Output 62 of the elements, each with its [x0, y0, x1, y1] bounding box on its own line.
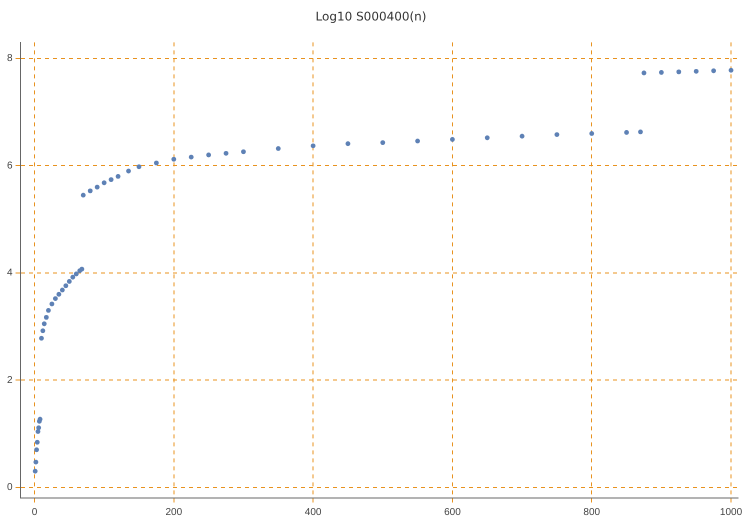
- point: [52, 296, 58, 302]
- point: [711, 68, 716, 74]
- point: [638, 130, 643, 134]
- point: [46, 308, 51, 313]
- point: [34, 440, 40, 445]
- point: [74, 272, 79, 276]
- point: [224, 150, 228, 156]
- point: [658, 70, 664, 75]
- x-tick-label: 1000: [720, 506, 743, 518]
- y-tick-label: 0: [7, 482, 13, 494]
- y-tick-label: 2: [7, 374, 13, 386]
- point: [39, 336, 44, 341]
- point: [34, 447, 39, 452]
- point: [188, 154, 194, 160]
- point: [116, 174, 120, 179]
- y-tick-label: 8: [7, 53, 13, 64]
- point: [36, 425, 42, 430]
- x-tick-label: 600: [444, 506, 462, 518]
- point: [44, 314, 49, 320]
- chart-title: Log10 S000400(n): [316, 9, 426, 24]
- point: [520, 134, 524, 139]
- point: [94, 184, 100, 190]
- x-tick-label: 200: [165, 506, 183, 518]
- point: [589, 131, 594, 136]
- y-tick-label: 6: [7, 160, 13, 172]
- point: [50, 302, 54, 306]
- point: [554, 132, 560, 137]
- point: [70, 274, 76, 280]
- point: [102, 180, 107, 186]
- point: [728, 68, 734, 73]
- point: [60, 288, 65, 292]
- point: [63, 283, 68, 288]
- point: [33, 460, 38, 464]
- point: [450, 137, 455, 142]
- point: [624, 130, 629, 135]
- point: [56, 292, 62, 297]
- point: [415, 138, 420, 144]
- x-tick-label: 400: [304, 506, 322, 518]
- point: [66, 279, 72, 284]
- point: [380, 140, 386, 146]
- point: [108, 177, 114, 182]
- point: [40, 328, 46, 334]
- point: [206, 152, 212, 158]
- point: [241, 149, 246, 154]
- point: [694, 68, 699, 74]
- point: [676, 69, 682, 74]
- point: [276, 146, 281, 151]
- point: [88, 188, 93, 194]
- point: [171, 156, 176, 162]
- point: [80, 192, 86, 198]
- point: [484, 135, 490, 140]
- point: [642, 70, 646, 76]
- point: [136, 164, 142, 170]
- point: [310, 143, 316, 148]
- point: [32, 468, 38, 474]
- x-tick-label: 0: [32, 506, 38, 518]
- point: [154, 160, 159, 166]
- x-tick-label: 800: [583, 506, 601, 518]
- y-tick-label: 4: [7, 268, 13, 279]
- point: [42, 321, 47, 326]
- point: [346, 141, 350, 146]
- point: [126, 168, 131, 174]
